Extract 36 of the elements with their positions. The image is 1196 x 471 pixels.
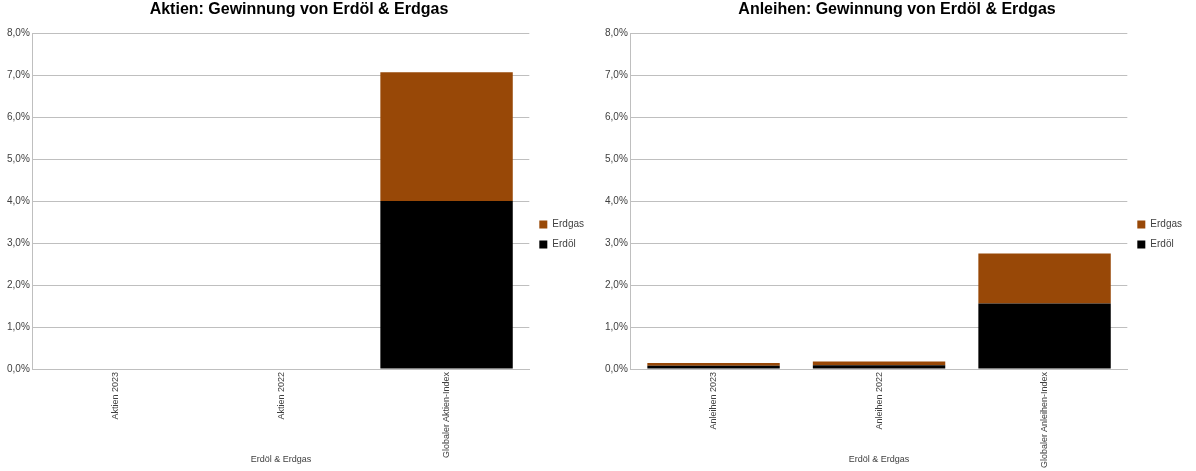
y-tick-label: 0,0% xyxy=(605,362,628,374)
legend-label: Erdöl xyxy=(1150,238,1174,250)
y-tick-label: 3,0% xyxy=(7,236,30,248)
y-tick-label: 7,0% xyxy=(605,68,628,80)
x-tick-label: Anleihen 2022 xyxy=(873,372,884,430)
legend-label: Erdöl xyxy=(552,238,576,250)
y-tick-label: 8,0% xyxy=(7,26,30,38)
y-tick-label: 5,0% xyxy=(605,152,628,164)
legend-label: Erdgas xyxy=(552,218,584,230)
y-tick-label: 1,0% xyxy=(7,320,30,332)
y-tick-label: 1,0% xyxy=(605,320,628,332)
y-tick-label: 7,0% xyxy=(7,68,30,80)
chart-title: Aktien: Gewinnung von Erdöl & Erdgas xyxy=(149,0,449,18)
x-tick-label: Globaler Anleihen-Index xyxy=(1039,371,1050,469)
x-tick-label: Globaler Aktien-Index xyxy=(441,371,452,459)
bar xyxy=(978,303,1111,369)
legend-label: Erdgas xyxy=(1150,218,1182,230)
bar xyxy=(978,253,1111,304)
y-tick-label: 6,0% xyxy=(7,110,30,122)
y-tick-label: 2,0% xyxy=(605,278,628,290)
y-tick-label: 5,0% xyxy=(7,152,30,164)
bar xyxy=(812,361,946,366)
y-tick-label: 4,0% xyxy=(605,194,628,206)
bar xyxy=(812,365,946,369)
x-tick-label: Aktien 2022 xyxy=(275,372,286,420)
x-tick-label: Anleihen 2023 xyxy=(708,372,719,430)
x-axis-title: Erdöl & Erdgas xyxy=(250,454,312,465)
y-tick-label: 8,0% xyxy=(605,26,628,38)
y-tick-label: 3,0% xyxy=(605,236,628,248)
y-tick-label: 0,0% xyxy=(7,362,30,374)
x-tick-label: Aktien 2023 xyxy=(110,372,121,420)
y-tick-label: 4,0% xyxy=(7,194,30,206)
chart-title: Anleihen: Gewinnung von Erdöl & Erdgas xyxy=(738,0,1056,18)
y-tick-label: 2,0% xyxy=(7,278,30,290)
y-tick-label: 6,0% xyxy=(605,110,628,122)
x-axis-title: Erdöl & Erdgas xyxy=(848,454,910,465)
